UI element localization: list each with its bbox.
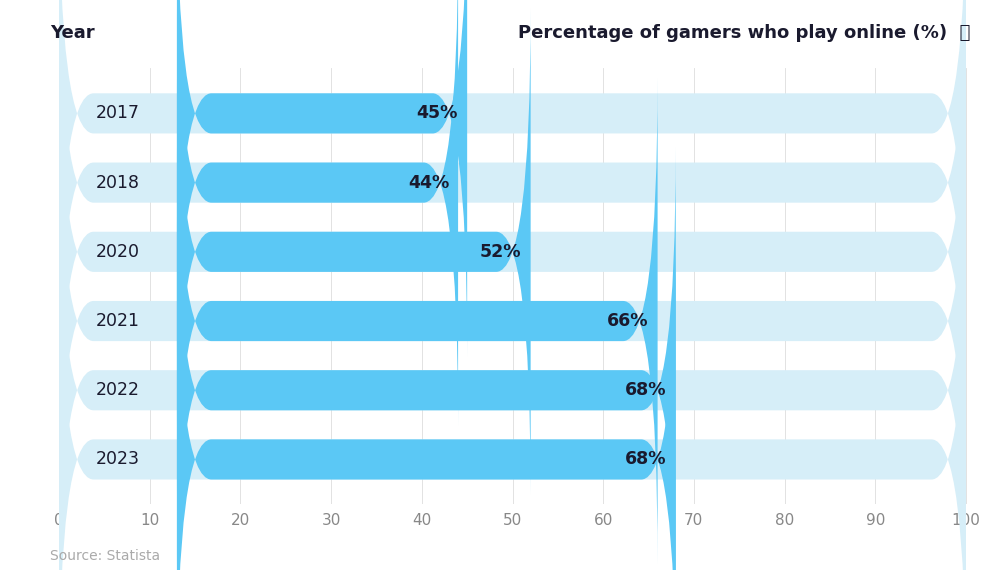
FancyBboxPatch shape bbox=[59, 217, 966, 570]
Text: 2022: 2022 bbox=[96, 381, 140, 399]
Text: 2021: 2021 bbox=[96, 312, 140, 330]
Text: 2023: 2023 bbox=[96, 450, 140, 469]
Text: Source: Statista: Source: Statista bbox=[50, 548, 160, 563]
Text: 68%: 68% bbox=[625, 381, 667, 399]
FancyBboxPatch shape bbox=[59, 9, 966, 495]
Text: Year: Year bbox=[50, 25, 95, 42]
FancyBboxPatch shape bbox=[59, 0, 966, 356]
FancyBboxPatch shape bbox=[177, 9, 531, 495]
Text: 52%: 52% bbox=[480, 243, 522, 261]
Text: 66%: 66% bbox=[607, 312, 649, 330]
Text: 44%: 44% bbox=[408, 174, 449, 192]
Text: 2018: 2018 bbox=[96, 174, 140, 192]
FancyBboxPatch shape bbox=[59, 147, 966, 570]
FancyBboxPatch shape bbox=[177, 78, 658, 564]
FancyBboxPatch shape bbox=[59, 0, 966, 426]
Text: 2017: 2017 bbox=[96, 104, 140, 123]
FancyBboxPatch shape bbox=[177, 147, 676, 570]
Text: 68%: 68% bbox=[625, 450, 667, 469]
FancyBboxPatch shape bbox=[59, 78, 966, 564]
FancyBboxPatch shape bbox=[177, 217, 676, 570]
Text: Percentage of gamers who play online (%)  🎮: Percentage of gamers who play online (%)… bbox=[518, 25, 970, 42]
Text: 2020: 2020 bbox=[96, 243, 140, 261]
FancyBboxPatch shape bbox=[177, 0, 467, 356]
FancyBboxPatch shape bbox=[177, 0, 458, 426]
Text: 45%: 45% bbox=[417, 104, 458, 123]
